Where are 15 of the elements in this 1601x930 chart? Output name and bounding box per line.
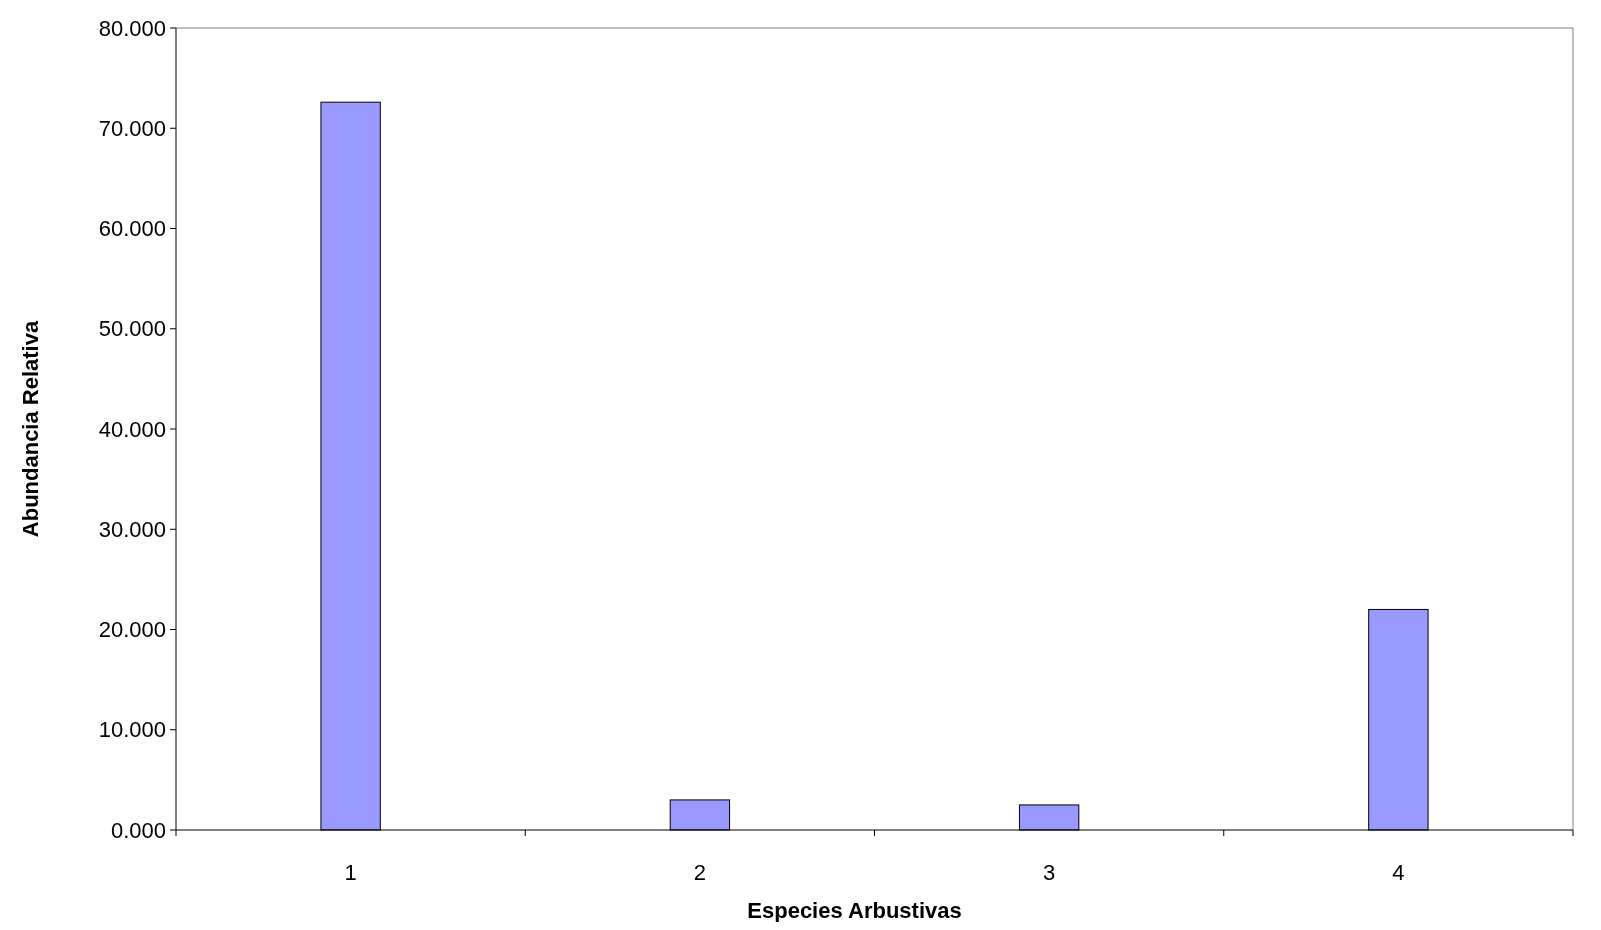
y-tick-label: 40.000 (98, 416, 166, 442)
y-tick-label: 80.000 (98, 15, 166, 41)
y-axis-title: Abundancia Relativa (18, 320, 43, 538)
y-tick-label: 50.000 (98, 316, 166, 342)
y-tick-label: 10.000 (98, 717, 166, 743)
y-tick-label: 20.000 (98, 617, 166, 643)
y-tick-label: 60.000 (98, 216, 166, 242)
x-tick-label: 2 (693, 860, 706, 885)
x-tick-label: 3 (1043, 860, 1056, 885)
x-axis-title: Especies Arbustivas (747, 898, 962, 923)
y-tick-label: 30.000 (98, 516, 166, 542)
x-tick-label: 4 (1392, 860, 1405, 885)
y-tick-label: 0.000 (110, 817, 166, 843)
x-tick-label: 1 (344, 860, 357, 885)
y-tick-label: 70.000 (98, 115, 166, 141)
